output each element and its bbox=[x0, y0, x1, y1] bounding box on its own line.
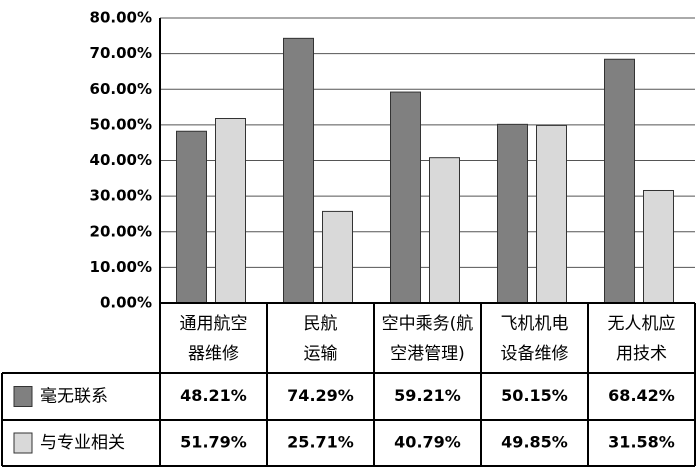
x-tick-label: 飞机机电设备维修 bbox=[500, 314, 569, 364]
legend-label: 与专业相关 bbox=[40, 433, 125, 453]
x-tick-label: 民航运输 bbox=[303, 314, 338, 364]
data-label: 74.29% bbox=[287, 386, 354, 405]
legend-label: 毫无联系 bbox=[40, 387, 108, 407]
data-label: 51.79% bbox=[180, 433, 247, 452]
x-tick-label: 通用航空器维修 bbox=[179, 314, 248, 364]
y-tick-label: 10.00% bbox=[90, 258, 152, 276]
bar bbox=[322, 210, 353, 304]
bar bbox=[604, 58, 635, 304]
legend-swatch bbox=[13, 432, 33, 454]
bar bbox=[390, 91, 421, 304]
y-tick-label: 50.00% bbox=[90, 115, 152, 133]
y-tick-label: 30.00% bbox=[90, 187, 152, 205]
bar bbox=[536, 124, 567, 304]
data-label: 31.58% bbox=[608, 433, 675, 452]
y-tick-label: 60.00% bbox=[90, 80, 152, 98]
legend-swatch bbox=[13, 386, 33, 407]
data-label: 25.71% bbox=[287, 433, 354, 452]
data-label: 68.42% bbox=[608, 386, 675, 405]
data-label: 50.15% bbox=[501, 386, 568, 405]
bar bbox=[429, 157, 460, 304]
bar bbox=[643, 189, 674, 304]
bar bbox=[283, 37, 314, 304]
data-label: 48.21% bbox=[180, 386, 247, 405]
bar bbox=[215, 117, 246, 304]
bar bbox=[497, 123, 528, 304]
data-label: 59.21% bbox=[394, 386, 461, 405]
y-tick-label: 80.00% bbox=[90, 9, 152, 27]
y-tick-label: 70.00% bbox=[90, 44, 152, 62]
x-tick-label: 空中乘务(航空港管理) bbox=[381, 314, 474, 364]
data-label: 40.79% bbox=[394, 433, 461, 452]
data-label: 49.85% bbox=[501, 433, 568, 452]
bar bbox=[176, 130, 207, 304]
x-tick-label: 无人机应用技术 bbox=[607, 314, 676, 364]
y-tick-label: 0.00% bbox=[100, 294, 152, 312]
y-tick-label: 20.00% bbox=[90, 222, 152, 240]
y-tick-label: 40.00% bbox=[90, 151, 152, 169]
